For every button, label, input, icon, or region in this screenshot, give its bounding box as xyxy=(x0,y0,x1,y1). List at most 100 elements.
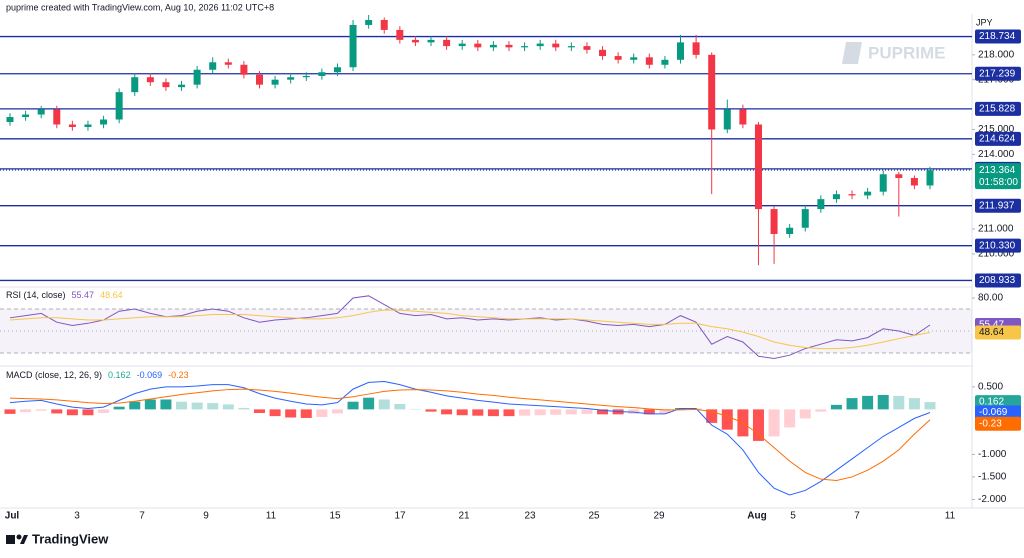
candle-body xyxy=(396,29,404,40)
y-tick-label: -2.000 xyxy=(978,494,1007,505)
histogram-bar xyxy=(893,395,905,410)
level-label-box xyxy=(975,101,1021,116)
histogram-bar xyxy=(550,409,562,415)
histogram-bar xyxy=(113,406,125,410)
x-tick-label: 21 xyxy=(458,511,470,522)
histogram-bar xyxy=(160,399,172,410)
candle-body xyxy=(489,44,497,48)
y-tick-label: 210.000 xyxy=(978,249,1015,260)
candle-body xyxy=(271,79,279,85)
watermark-logo: PUPRIME xyxy=(842,42,945,64)
candle-body xyxy=(209,62,217,70)
candle-body xyxy=(614,56,622,60)
pane-title: MACD (close, 12, 26, 9) 0.162 -0.069 -0.23 xyxy=(6,370,189,380)
histogram-bar xyxy=(519,409,531,416)
currency: JPY xyxy=(976,17,993,27)
level-label-box xyxy=(975,273,1021,288)
candle-body xyxy=(521,46,529,48)
histogram-bar xyxy=(534,409,546,416)
pane-value: -0.069 xyxy=(137,370,163,380)
candle-body xyxy=(630,57,638,60)
histogram-bar xyxy=(456,409,468,416)
x-tick-label: 11 xyxy=(945,511,956,522)
candle-body xyxy=(895,174,903,178)
pane-value: -0.23 xyxy=(168,370,189,380)
histogram-bar xyxy=(830,404,842,410)
candle-body xyxy=(879,174,887,192)
candle-body xyxy=(100,119,108,125)
rsi-line xyxy=(9,295,931,359)
histogram-bar xyxy=(300,409,312,418)
level-label-box xyxy=(975,29,1021,44)
countdown: 01:58:00 xyxy=(979,177,1018,188)
histogram-bar xyxy=(144,399,156,410)
histogram-bar xyxy=(472,409,484,416)
candle-body xyxy=(318,72,326,76)
candle-body xyxy=(645,57,653,65)
level-label: 208.933 xyxy=(979,275,1016,286)
histogram-bar xyxy=(877,394,889,410)
x-tick-label: 3 xyxy=(74,511,80,522)
histogram-bar xyxy=(378,399,390,410)
histogram-bar xyxy=(908,398,920,410)
x-tick-label: 5 xyxy=(790,511,796,522)
candle-body xyxy=(115,92,123,120)
histogram-bar xyxy=(82,409,94,416)
candle-body xyxy=(224,62,232,65)
x-tick-label: 9 xyxy=(203,511,209,522)
x-tick-label: 29 xyxy=(653,511,665,522)
footer-logo: TradingView xyxy=(6,531,109,546)
histogram-bar xyxy=(721,409,733,430)
pane-value: 55.47 xyxy=(72,290,95,300)
candle-body xyxy=(162,82,170,88)
level-label: 217.239 xyxy=(979,68,1016,79)
histogram-bar xyxy=(784,409,796,428)
histogram-bar xyxy=(20,409,32,413)
histogram-bar xyxy=(706,409,718,423)
candle-body xyxy=(302,75,310,78)
level-label: 218.734 xyxy=(979,31,1016,42)
y-tick-label: -1.500 xyxy=(978,472,1007,483)
histogram-bar xyxy=(66,409,78,416)
histogram-bar xyxy=(222,404,234,410)
candle-body xyxy=(380,19,388,30)
histogram-bar xyxy=(846,398,858,410)
header: puprime created with TradingView.com, Au… xyxy=(6,2,274,12)
candle-body xyxy=(255,74,263,85)
x-tick-label: 25 xyxy=(588,511,600,522)
histogram-bar xyxy=(597,409,609,415)
candle-body xyxy=(6,117,14,123)
x-tick-label: Aug xyxy=(747,511,766,522)
level-label-box xyxy=(975,238,1021,253)
candle-body xyxy=(131,77,139,93)
x-tick-label: Jul xyxy=(5,511,20,522)
candle-body xyxy=(723,109,731,130)
histogram-bar xyxy=(924,402,936,410)
histogram-bar xyxy=(331,409,343,414)
level-label: 211.937 xyxy=(979,200,1015,211)
histogram-bar xyxy=(394,403,406,410)
x-tick-label: 11 xyxy=(266,511,277,522)
histogram-bar xyxy=(253,409,265,413)
histogram-bar xyxy=(441,409,453,415)
histogram-bar xyxy=(51,409,63,414)
candle-body xyxy=(739,109,747,125)
candle-body xyxy=(599,49,607,57)
macd-line xyxy=(9,380,931,496)
candle-body xyxy=(552,43,560,48)
candle-body xyxy=(349,24,357,68)
candle-body xyxy=(677,42,685,60)
candle-body xyxy=(333,67,341,73)
candle-body xyxy=(536,43,544,47)
macd-axis-value: -0.069 xyxy=(979,407,1008,418)
histogram-bar xyxy=(503,409,515,417)
candle-body xyxy=(53,109,61,125)
footer: TradingView xyxy=(32,531,109,546)
rsi-axis-value: 48.64 xyxy=(979,327,1004,338)
candle-body xyxy=(178,84,186,88)
candle-body xyxy=(240,64,248,75)
y-tick-label: 211.000 xyxy=(978,224,1014,235)
histogram-bar xyxy=(191,402,203,410)
histogram-bar xyxy=(98,409,110,413)
histogram-bar xyxy=(207,403,219,410)
